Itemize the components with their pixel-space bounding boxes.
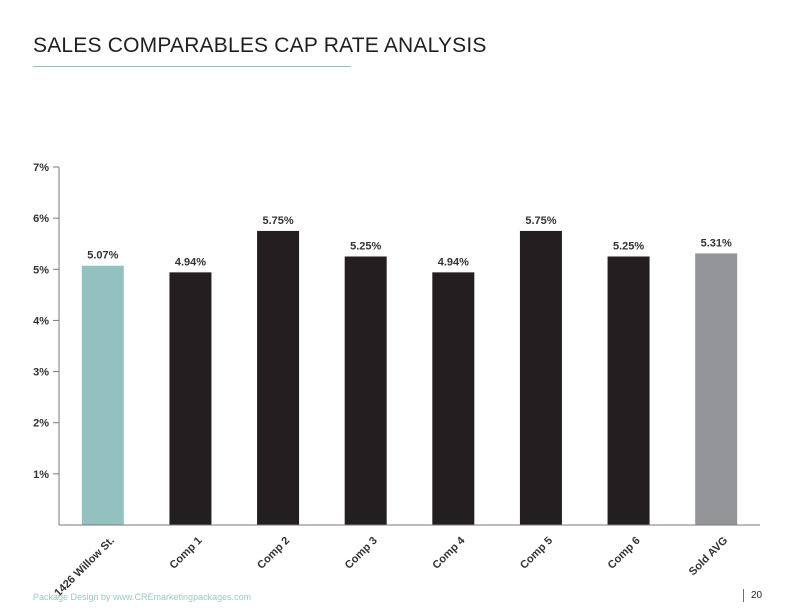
bar <box>695 253 738 525</box>
data-label: 5.75% <box>525 215 556 227</box>
y-axis: 1% 2% 3% 4% 5% 6% 7% <box>33 162 60 525</box>
bar <box>344 256 387 525</box>
y-tick-label: 1% <box>33 469 49 481</box>
data-labels: 5.07% 4.94% 5.75% 5.25% 4.94% 5.75% 5.25% 5.31% <box>87 215 732 268</box>
y-tick-label: 4% <box>33 315 49 327</box>
y-tick-label: 7% <box>33 162 49 174</box>
y-tick-label: 2% <box>33 418 49 430</box>
data-label: 5.25% <box>613 241 644 253</box>
data-label: 4.94% <box>438 256 469 268</box>
data-label: 5.07% <box>87 250 118 262</box>
bars <box>81 230 738 525</box>
title-underline <box>33 66 351 67</box>
x-tick-label: Comp 6 <box>606 535 643 572</box>
x-tick-label: Comp 4 <box>430 534 468 572</box>
bar <box>607 256 650 525</box>
data-label: 5.25% <box>350 241 381 253</box>
y-tick-label: 5% <box>33 264 49 276</box>
x-tick-label: Sold AVG <box>687 535 730 578</box>
data-label: 5.75% <box>262 215 293 227</box>
x-tick-label: Comp 5 <box>518 535 555 572</box>
bar <box>519 230 562 525</box>
footer-credit: Package Design by www.CREmarketingpackag… <box>33 592 252 602</box>
x-tick-label: Comp 2 <box>255 535 292 572</box>
bar <box>169 272 212 525</box>
x-tick-label: Comp 1 <box>168 535 205 572</box>
data-label: 4.94% <box>175 256 206 268</box>
page-number: 20 <box>751 590 763 601</box>
bar <box>432 272 475 525</box>
data-label: 5.31% <box>701 237 732 249</box>
x-axis: 1426 Willow St. Comp 1 Comp 2 Comp 3 Comp 4 C… <box>52 524 760 600</box>
bar <box>81 265 124 525</box>
y-tick-label: 3% <box>33 367 49 379</box>
page-title: SALES COMPARABLES CAP RATE ANALYSIS <box>33 34 487 57</box>
y-tick-label: 6% <box>33 213 49 225</box>
bar <box>257 230 300 525</box>
footer-separator <box>743 589 744 602</box>
x-tick-label: Comp 3 <box>343 535 380 572</box>
x-tick-label: 1426 Willow St. <box>52 535 117 600</box>
